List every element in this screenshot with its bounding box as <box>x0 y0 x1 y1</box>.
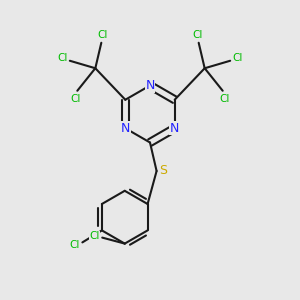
Text: N: N <box>145 79 155 92</box>
Text: Cl: Cl <box>232 53 243 63</box>
Text: Cl: Cl <box>192 30 202 40</box>
Text: S: S <box>159 164 167 178</box>
Text: Cl: Cl <box>98 30 108 40</box>
Text: Cl: Cl <box>57 53 68 63</box>
Text: N: N <box>170 122 179 135</box>
Text: Cl: Cl <box>219 94 230 104</box>
Text: Cl: Cl <box>89 231 100 241</box>
Text: Cl: Cl <box>70 240 80 250</box>
Text: Cl: Cl <box>70 94 81 104</box>
Text: N: N <box>121 122 130 135</box>
